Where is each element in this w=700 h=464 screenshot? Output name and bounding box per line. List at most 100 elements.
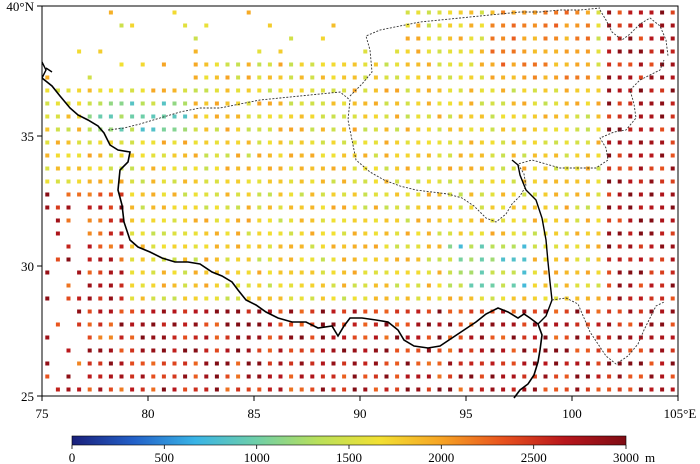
grid-cell: [384, 140, 389, 145]
grid-cell: [607, 88, 612, 93]
grid-cell: [320, 322, 325, 327]
grid-cell: [363, 322, 368, 327]
grid-cell: [638, 270, 643, 275]
grid-cell: [448, 374, 453, 379]
grid-cell: [628, 49, 633, 54]
grid-cell: [140, 62, 145, 67]
grid-cell: [426, 179, 431, 184]
grid-cell: [320, 88, 325, 93]
grid-cell: [607, 374, 612, 379]
grid-cell: [543, 296, 548, 301]
grid-cell: [87, 387, 92, 392]
grid-cell: [363, 218, 368, 223]
grid-cell: [522, 62, 527, 67]
grid-cell: [267, 322, 272, 327]
grid-cell: [320, 192, 325, 197]
grid-cell: [426, 322, 431, 327]
grid-cell: [638, 387, 643, 392]
grid-cell: [448, 231, 453, 236]
grid-cell: [554, 257, 559, 262]
grid-cell: [278, 101, 283, 106]
grid-cell: [87, 75, 92, 80]
grid-cell: [448, 49, 453, 54]
grid-cell: [151, 166, 156, 171]
grid-cell: [246, 296, 251, 301]
grid-cell: [649, 387, 654, 392]
grid-cell: [183, 335, 188, 340]
grid-cell: [352, 101, 357, 106]
grid-cell: [554, 140, 559, 145]
grid-cell: [437, 387, 442, 392]
grid-cell: [87, 140, 92, 145]
grid-cell: [172, 244, 177, 249]
grid-cell: [87, 374, 92, 379]
grid-cell: [405, 270, 410, 275]
grid-cell: [257, 348, 262, 353]
grid-cell: [257, 296, 262, 301]
grid-cell: [140, 309, 145, 314]
grid-cell: [161, 140, 166, 145]
grid-cell: [649, 101, 654, 106]
grid-cell: [532, 10, 537, 15]
grid-cell: [395, 361, 400, 366]
grid-cell: [45, 140, 50, 145]
grid-cell: [320, 309, 325, 314]
grid-cell: [575, 361, 580, 366]
grid-cell: [416, 179, 421, 184]
grid-cell: [204, 283, 209, 288]
grid-cell: [405, 309, 410, 314]
grid-cell: [638, 36, 643, 41]
grid-cell: [628, 166, 633, 171]
grid-cell: [522, 361, 527, 366]
grid-cell: [511, 75, 516, 80]
grid-cell: [522, 127, 527, 132]
grid-cell: [310, 101, 315, 106]
grid-cell: [98, 88, 103, 93]
grid-cell: [660, 257, 665, 262]
grid-cell: [638, 192, 643, 197]
grid-cell: [617, 127, 622, 132]
grid-cell: [98, 205, 103, 210]
grid-cell: [585, 36, 590, 41]
grid-cell: [511, 49, 516, 54]
grid-cell: [87, 218, 92, 223]
grid-cell: [607, 296, 612, 301]
grid-cell: [469, 257, 474, 262]
grid-cell: [617, 283, 622, 288]
grid-cell: [416, 23, 421, 28]
grid-cell: [320, 62, 325, 67]
grid-cell: [395, 322, 400, 327]
grid-cell: [511, 296, 516, 301]
grid-cell: [172, 283, 177, 288]
grid-cell: [373, 283, 378, 288]
grid-cell: [469, 205, 474, 210]
grid-cell: [108, 231, 113, 236]
grid-cell: [214, 218, 219, 223]
x-axis-ticks: [41, 396, 679, 401]
grid-cell: [469, 101, 474, 106]
grid-cell: [469, 335, 474, 340]
grid-cell: [140, 140, 145, 145]
grid-cell: [289, 361, 294, 366]
grid-cell: [384, 335, 389, 340]
grid-cell: [575, 231, 580, 236]
grid-cell: [299, 296, 304, 301]
grid-cell: [596, 270, 601, 275]
grid-cell: [140, 166, 145, 171]
grid-cell: [628, 309, 633, 314]
grid-cell: [342, 257, 347, 262]
grid-cell: [490, 75, 495, 80]
grid-cell: [532, 88, 537, 93]
grid-cell: [437, 361, 442, 366]
grid-cell: [437, 309, 442, 314]
grid-cell: [607, 114, 612, 119]
grid-cell: [130, 374, 135, 379]
grid-cell: [479, 127, 484, 132]
grid-cell: [193, 387, 198, 392]
colorbar-ticks: [71, 445, 627, 449]
grid-cell: [522, 179, 527, 184]
grid-cell: [448, 10, 453, 15]
grid-cell: [564, 231, 569, 236]
grid-cell: [426, 101, 431, 106]
grid-cell: [140, 257, 145, 262]
